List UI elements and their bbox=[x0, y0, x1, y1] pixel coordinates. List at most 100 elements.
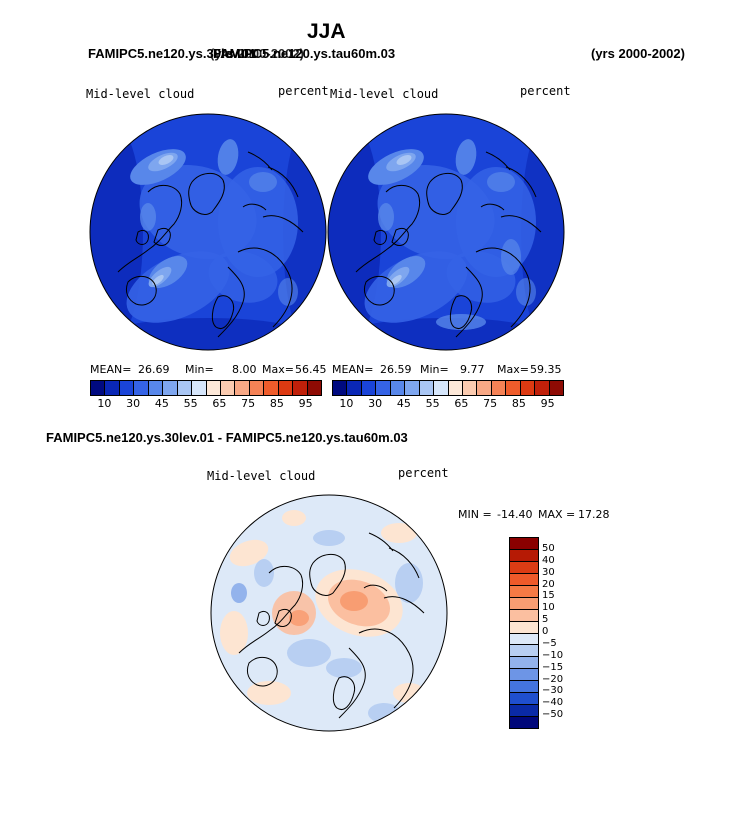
colorbar-swatch bbox=[376, 381, 391, 395]
field-contour bbox=[282, 510, 306, 526]
colorbar-swatch bbox=[105, 381, 120, 395]
field-contour bbox=[278, 278, 298, 306]
colorbar-tick-label: −50 bbox=[542, 709, 564, 721]
colorbar-tick-label: 30 bbox=[542, 566, 555, 578]
colorbar-tick-label: 75 bbox=[483, 397, 498, 410]
coastline bbox=[368, 532, 394, 552]
coastline bbox=[125, 275, 157, 306]
panel3-units: percent bbox=[398, 466, 449, 480]
field-contour bbox=[436, 314, 486, 330]
coastline bbox=[246, 656, 278, 687]
field-contour bbox=[220, 611, 248, 655]
top-left-case-name-overlap: FAMIPC5.ne120.ys.tau60m.03 bbox=[213, 46, 396, 61]
colorbar-swatch bbox=[307, 381, 321, 395]
field-contour bbox=[140, 203, 156, 231]
coastline bbox=[238, 566, 304, 654]
colorbar-tick-label: 55 bbox=[425, 397, 440, 410]
colorbar-tick-label: 45 bbox=[396, 397, 411, 410]
top-right-years: (yrs 2000-2002) bbox=[591, 46, 685, 61]
colorbar-swatch bbox=[510, 597, 538, 610]
panel1-mean-value: 26.69 bbox=[138, 363, 170, 376]
coastline bbox=[309, 554, 346, 596]
coastline bbox=[117, 185, 183, 273]
coastline bbox=[211, 295, 235, 329]
colorbar-swatch bbox=[510, 645, 538, 658]
coastline bbox=[480, 203, 505, 211]
coastline bbox=[383, 596, 425, 614]
panel1-mean-label: MEAN= bbox=[90, 363, 132, 376]
colorbar-swatch bbox=[347, 381, 362, 395]
colorbar-swatch bbox=[434, 381, 449, 395]
panel2-map bbox=[327, 113, 565, 351]
colorbar-swatch bbox=[549, 381, 563, 395]
colorbar-tick-label: −30 bbox=[542, 685, 564, 697]
colorbar-tick-label: 45 bbox=[154, 397, 169, 410]
colorbar-swatch bbox=[491, 381, 507, 395]
colorbar-swatch bbox=[510, 621, 538, 634]
field-contour bbox=[208, 251, 278, 303]
coastline bbox=[500, 215, 542, 233]
colorbar-swatch bbox=[134, 381, 149, 395]
coastline bbox=[262, 215, 304, 233]
colorbar-swatch bbox=[510, 573, 538, 586]
field-contour bbox=[396, 155, 412, 165]
field-contour bbox=[340, 591, 368, 611]
panel2-min-label: Min= bbox=[420, 363, 449, 376]
coastline bbox=[363, 275, 395, 306]
field-contour bbox=[455, 139, 477, 175]
field-contour bbox=[229, 539, 269, 567]
colorbar-swatch bbox=[293, 381, 308, 395]
panel2-min-value: 9.77 bbox=[460, 363, 485, 376]
coastline bbox=[237, 247, 293, 328]
panel1-min-label: Min= bbox=[185, 363, 214, 376]
coastline bbox=[358, 628, 414, 709]
field-contour bbox=[501, 239, 521, 275]
colorbar-swatch bbox=[510, 609, 538, 622]
field-contour bbox=[336, 318, 556, 350]
colorbar-tick-label: 75 bbox=[241, 397, 256, 410]
panel3-colorbar bbox=[509, 537, 539, 729]
colorbar-swatch bbox=[510, 705, 538, 718]
coastline bbox=[256, 610, 270, 626]
colorbar-swatch bbox=[510, 669, 538, 682]
panel3-max-value: 17.28 bbox=[578, 508, 610, 521]
coastline bbox=[426, 173, 463, 215]
coastline bbox=[242, 203, 267, 211]
colorbar-swatch bbox=[510, 657, 538, 670]
colorbar-swatch bbox=[477, 381, 492, 395]
coastline bbox=[373, 229, 387, 245]
colorbar-swatch bbox=[91, 381, 106, 395]
field-contour bbox=[249, 172, 277, 192]
panel3-max-label: MAX = bbox=[538, 508, 576, 521]
colorbar-tick-label: 10 bbox=[339, 397, 354, 410]
colorbar-tick-label: 85 bbox=[511, 397, 526, 410]
colorbar-tick-label: −15 bbox=[542, 661, 564, 673]
field-contour bbox=[231, 583, 247, 603]
colorbar-swatch bbox=[510, 585, 538, 598]
colorbar-swatch bbox=[510, 538, 538, 550]
coastline bbox=[217, 266, 245, 338]
colorbar-swatch bbox=[148, 381, 164, 395]
field-contour bbox=[217, 139, 239, 175]
panel2-title: Mid-level cloud bbox=[330, 87, 439, 101]
colorbar-swatch bbox=[177, 381, 193, 395]
panel3-title: Mid-level cloud bbox=[207, 469, 316, 483]
coastline bbox=[135, 229, 149, 245]
coastline bbox=[391, 227, 409, 246]
colorbar-tick-label: 10 bbox=[542, 602, 555, 614]
coastline bbox=[338, 647, 366, 719]
colorbar-tick-label: 55 bbox=[183, 397, 198, 410]
coastline bbox=[355, 185, 421, 273]
colorbar-tick-label: 50 bbox=[542, 542, 555, 554]
colorbar-tick-label: 95 bbox=[540, 397, 555, 410]
colorbar-tick-label: 30 bbox=[368, 397, 383, 410]
coastline bbox=[475, 247, 531, 328]
colorbar-swatch bbox=[264, 381, 279, 395]
colorbar-swatch bbox=[405, 381, 420, 395]
colorbar-tick-label: −40 bbox=[542, 697, 564, 709]
colorbar-tick-label: −5 bbox=[542, 637, 557, 649]
colorbar-swatch bbox=[278, 381, 294, 395]
panel1-title: Mid-level cloud bbox=[86, 87, 195, 101]
panel3-min-label: MIN = bbox=[458, 508, 492, 521]
colorbar-swatch bbox=[361, 381, 377, 395]
